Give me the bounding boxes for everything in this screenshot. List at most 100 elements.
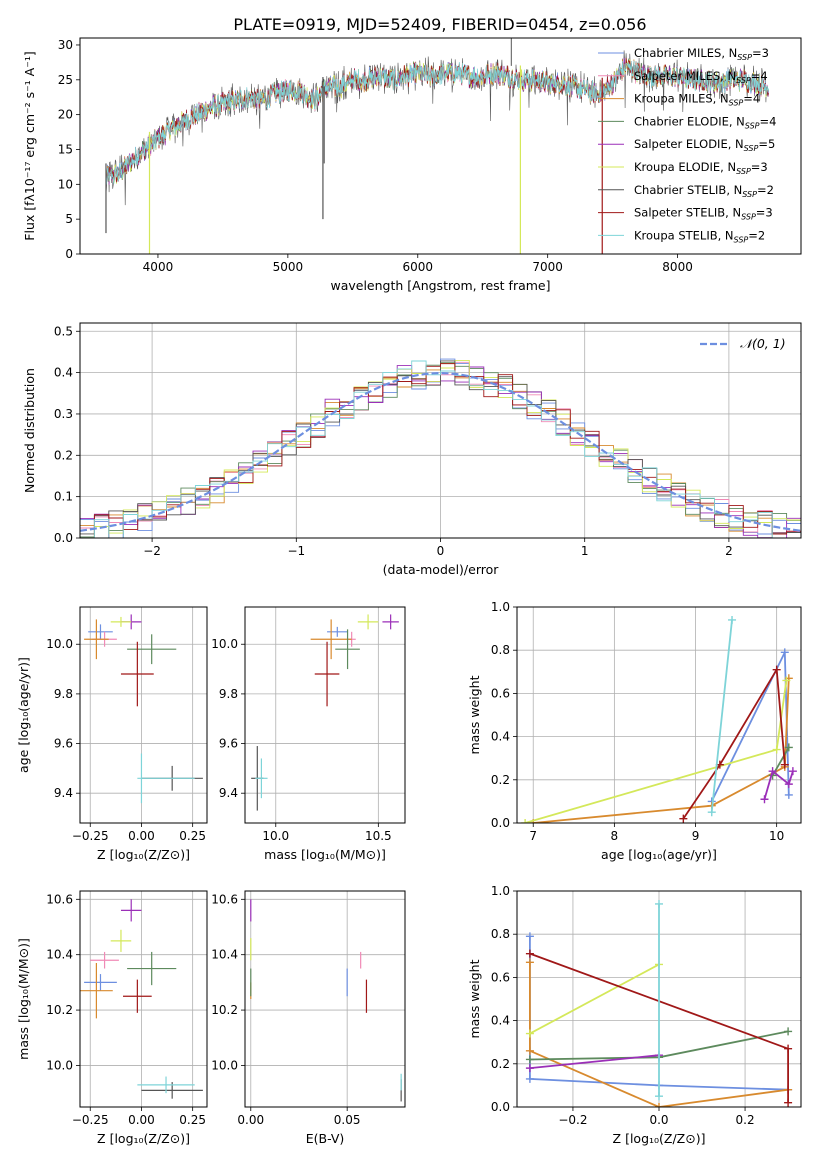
y-tick-label: 10.0 — [46, 637, 73, 651]
y-tick-label: 10.6 — [211, 892, 238, 906]
y-tick-label: 0.8 — [491, 927, 510, 941]
weight-marker — [784, 780, 793, 789]
y-axis-label: Flux [fλ10⁻¹⁷ erg cm⁻² s⁻¹ A⁻¹] — [22, 51, 37, 240]
y-tick-label: 10.6 — [46, 892, 73, 906]
weight-line — [529, 962, 789, 1107]
chart-residuals: −2 −1 0 1 2 0.0 0.1 0.2 0.3 0.4 0.5 (data-model)/er… — [22, 322, 802, 577]
x-tick-label: 7 — [529, 829, 537, 843]
weight-line — [533, 678, 790, 823]
chart-mass-vs-Z: −0.25 0.00 0.25 10.0 10.2 10.4 10.6 Z [log₁₀(Z/… — [16, 890, 208, 1146]
x-tick-label: −0.25 — [72, 1113, 109, 1127]
y-tick-label: 10 — [58, 177, 73, 191]
x-tick-label: 10.5 — [365, 829, 392, 843]
legend-label: Kroupa STELIB, NSSP=2 — [634, 228, 765, 244]
legend-subscript: SSP — [745, 121, 760, 130]
x-tick-label: 4000 — [143, 260, 174, 274]
x-tick-label: 0.00 — [237, 1113, 264, 1127]
y-tick-label: 0.3 — [54, 407, 73, 421]
weight-marker — [525, 1074, 534, 1083]
y-tick-label: 15 — [58, 142, 73, 156]
x-tick-label: 8 — [611, 829, 619, 843]
plot-area — [105, 38, 769, 254]
y-tick-label: 1.0 — [491, 884, 510, 898]
y-tick-label: 10.0 — [46, 1058, 73, 1072]
weight-marker — [525, 949, 534, 958]
legend-subscript: SSP — [741, 213, 756, 222]
x-tick-label: −1 — [287, 544, 305, 558]
weight-marker — [525, 958, 534, 967]
histogram-step — [80, 363, 801, 538]
legend-name: Kroupa ELODIE, N — [634, 160, 736, 174]
y-tick-label: 10.0 — [211, 637, 238, 651]
chart-spectrum: 4000 5000 6000 7000 8000 0 5 10 15 20 25 30 waveleng… — [22, 37, 802, 293]
y-tick-label: 0.2 — [491, 1057, 510, 1071]
weight-line — [529, 1054, 660, 1069]
y-axis-label: mass weight — [467, 675, 482, 754]
legend-tail: =4 — [751, 69, 768, 83]
y-tick-label: 9.8 — [219, 687, 238, 701]
x-tick-label: 5000 — [273, 260, 304, 274]
plot-area — [251, 614, 399, 811]
y-tick-label: 25 — [58, 73, 73, 87]
legend-label: Kroupa ELODIE, NSSP=3 — [634, 160, 768, 176]
y-axis-label: mass [log₁₀(M/M⊙)] — [16, 938, 31, 1060]
chart-weight-vs-age: 7 8 9 10 0.0 0.2 0.4 0.6 0.8 1.0 age [log₁₀(age/yr… — [467, 600, 802, 862]
x-tick-label: −2 — [143, 544, 161, 558]
weight-marker — [782, 676, 791, 685]
x-tick-label: 6000 — [402, 260, 433, 274]
axes-frame — [516, 890, 802, 1108]
legend-label: Chabrier ELODIE, NSSP=4 — [634, 114, 776, 130]
y-axis-label: Normed distribution — [22, 368, 37, 493]
y-tick-label: 0.2 — [491, 773, 510, 787]
legend-tail: =4 — [743, 92, 760, 106]
legend-name: Chabrier ELODIE, N — [634, 114, 745, 128]
y-tick-label: 1.0 — [491, 600, 510, 614]
legend-name: Kroupa STELIB, N — [634, 228, 734, 242]
plot-area — [80, 358, 801, 538]
axes-frame — [79, 37, 802, 255]
y-tick-label: 0.1 — [54, 490, 73, 504]
x-tick-label: −0.2 — [558, 1113, 587, 1127]
y-tick-label: 9.8 — [54, 687, 73, 701]
weight-marker — [679, 814, 688, 823]
weight-marker — [525, 1029, 534, 1038]
legend-tail: =3 — [756, 206, 773, 220]
y-tick-label: 0.4 — [491, 1014, 510, 1028]
legend-subscript: SSP — [744, 144, 759, 153]
y-tick-label: 9.4 — [54, 786, 73, 800]
axes-frame — [244, 890, 406, 1108]
y-tick-label: 20 — [58, 108, 73, 122]
y-tick-label: 0.0 — [491, 1100, 510, 1114]
y-tick-label: 0.0 — [491, 816, 510, 830]
x-axis-label: Z [log₁₀(Z/Z⊙)] — [613, 1131, 706, 1146]
x-tick-label: 0.00 — [128, 1113, 155, 1127]
legend-subscript: SSP — [742, 190, 757, 199]
x-tick-label: 0.00 — [128, 829, 155, 843]
y-tick-label: 0 — [65, 247, 73, 261]
x-tick-label: −0.25 — [72, 829, 109, 843]
weight-marker — [525, 1064, 534, 1073]
plot-area — [80, 899, 203, 1099]
chart-weight-vs-Z: −0.2 0.0 0.2 0.0 0.2 0.4 0.6 0.8 1.0 Z [log₁₀(Z/Z… — [467, 884, 802, 1146]
x-tick-label: 0.05 — [334, 1113, 361, 1127]
legend-tail: =3 — [751, 160, 768, 174]
y-axis-label: mass weight — [467, 959, 482, 1038]
legend-subscript: SSP — [729, 99, 744, 108]
weight-marker — [525, 932, 534, 941]
weight-marker — [655, 1103, 663, 1107]
y-tick-label: 0.6 — [491, 686, 510, 700]
x-axis-label: age [log₁₀(age/yr)] — [601, 847, 717, 862]
gaussian-model-line — [80, 371, 801, 532]
weight-marker — [707, 808, 716, 817]
weight-marker — [788, 767, 797, 776]
plot-area — [250, 899, 402, 1102]
weight-marker — [768, 767, 777, 776]
weight-marker — [784, 1044, 793, 1053]
weight-marker — [521, 819, 530, 823]
x-tick-label: 0.25 — [179, 829, 206, 843]
weight-marker — [784, 1027, 793, 1036]
axes-frame — [79, 606, 208, 824]
legend-name: Salpeter STELIB, N — [634, 206, 741, 220]
legend-tail: =3 — [752, 46, 769, 60]
legend-label: Chabrier MILES, NSSP=3 — [634, 46, 769, 62]
